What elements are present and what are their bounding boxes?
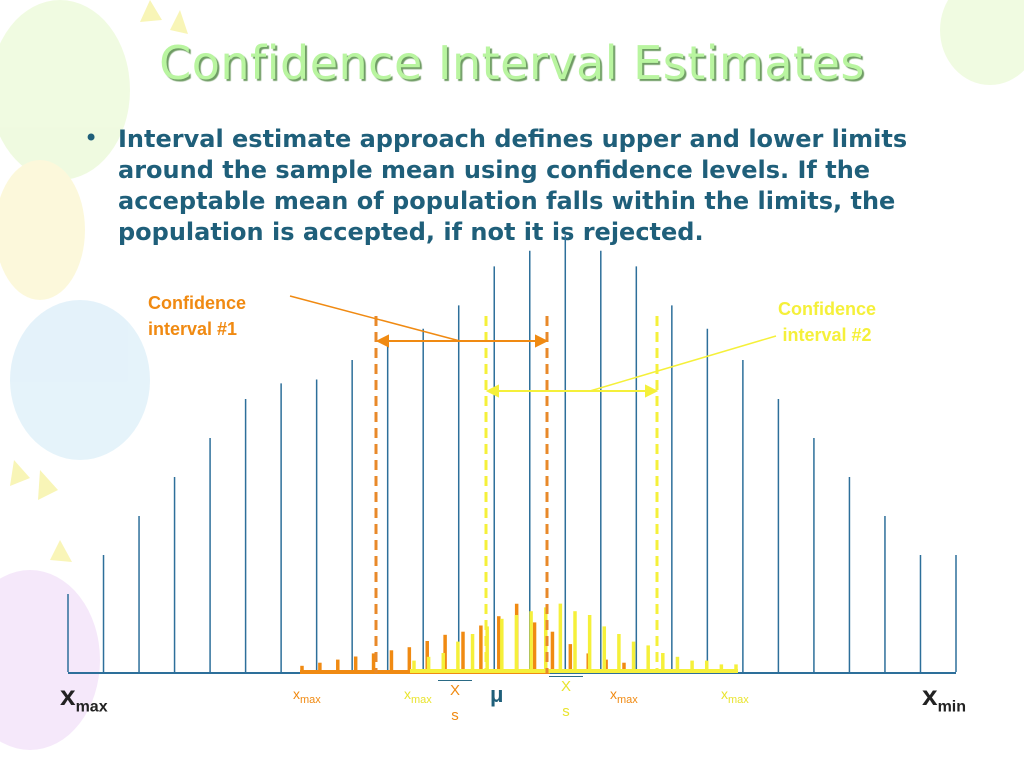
- sample-mean-1: X s: [438, 680, 472, 731]
- balloon-purple-bottom-left: [0, 570, 100, 750]
- x-max-subscript: max: [75, 698, 108, 716]
- ci2-callout-line: [589, 335, 777, 392]
- interval2-arrow: [485, 384, 659, 398]
- x-min-subscript: min: [937, 698, 967, 716]
- interval1-upper-sub: max: [617, 693, 638, 706]
- interval1-lower-sub: max: [300, 693, 321, 706]
- sample-mean-1-s: s: [451, 707, 459, 724]
- interval1-lower-x: x: [293, 686, 300, 702]
- interval1-lower-xmax: xmax: [293, 686, 321, 706]
- sample-mean-1-bar: [438, 680, 472, 681]
- bullet-text: Interval estimate approach defines upper…: [118, 125, 908, 246]
- bullet-marker: •: [84, 124, 99, 152]
- ci2-label-line1: Confidence: [778, 299, 877, 319]
- sample-mean-1-x: X: [449, 682, 460, 699]
- interval1-upper-xmax: xmax: [610, 686, 638, 706]
- interval2-lower-sub: max: [411, 693, 432, 706]
- balloon-green-top-right: [940, 0, 1024, 85]
- sample-mean-2-bar: [549, 676, 583, 677]
- population-mean-mu: μ: [490, 682, 504, 707]
- confidence-interval-1-label: Confidence interval #1: [148, 290, 246, 342]
- balloon-green-top-left: [0, 0, 130, 180]
- sample-mean-2-x: X: [560, 678, 571, 695]
- x-max-symbol: x: [60, 680, 76, 711]
- interval2-upper-sub: max: [728, 693, 749, 706]
- sun-ray-5: [10, 460, 30, 486]
- ci1-label-line2: interval #1: [148, 319, 238, 339]
- ci1-callout-line: [289, 295, 461, 342]
- sun-ray-4: [50, 540, 72, 562]
- interval2-upper-x: x: [721, 686, 728, 702]
- interval2-lower-xmax: xmax: [404, 686, 432, 706]
- interval1-arrow: [375, 334, 549, 348]
- sample-mean-2-s: s: [562, 703, 570, 720]
- slide-title: Confidence Interval Estimates: [159, 36, 865, 90]
- ci2-label-line2: interval #2: [782, 325, 872, 345]
- interval2-upper-xmax: xmax: [721, 686, 749, 706]
- population-bars: [67, 235, 957, 672]
- x-min-symbol: x: [922, 680, 938, 711]
- interval2-lower-x: x: [404, 686, 411, 702]
- balloon-yellow-left: [0, 160, 85, 300]
- balloon-blue-left: [10, 300, 150, 460]
- axis-label-x-min: xmin: [922, 680, 966, 717]
- sample-mean-2: X s: [549, 676, 583, 727]
- sun-ray-3: [38, 470, 58, 500]
- confidence-interval-2-label: Confidence interval #2: [778, 296, 876, 348]
- axis-label-x-max: xmax: [60, 680, 108, 717]
- sun-ray-1: [140, 0, 162, 22]
- sun-ray-2: [170, 10, 188, 34]
- ci1-label-line1: Confidence: [148, 293, 247, 313]
- interval1-upper-x: x: [610, 686, 617, 702]
